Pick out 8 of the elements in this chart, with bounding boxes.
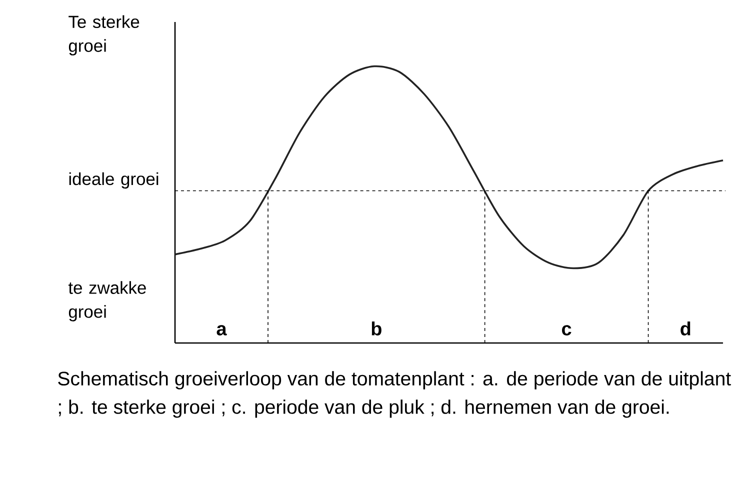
annotation: c [562, 325, 572, 336]
annotation: b [372, 322, 382, 336]
text: Te sterke groei [68, 15, 140, 56]
text: te zwakke groei [68, 281, 146, 322]
text: Schematisch groeiverloop van de tomatenplant : a. de periode van de uitplant ; b. te sterke groei ; c. periode van de pluk ; d. hernemen van de groei. [58, 371, 731, 418]
annotation: d [680, 322, 690, 336]
annotation: a [216, 325, 227, 336]
ref-line-label: ideale groei [69, 172, 158, 189]
